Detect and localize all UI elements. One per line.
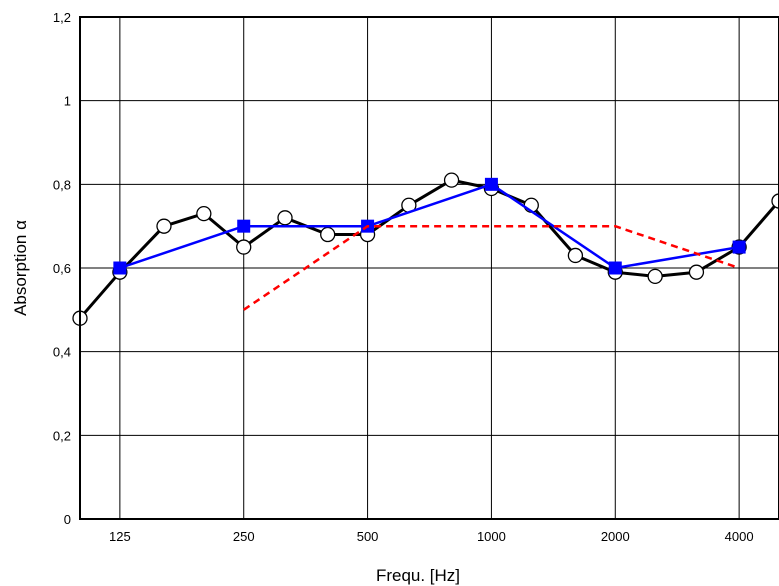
y-tick-label: 0,4 <box>53 345 71 360</box>
y-tick-label: 0,8 <box>53 177 71 192</box>
data-point <box>237 219 251 233</box>
data-point <box>277 210 293 226</box>
data-point <box>647 268 663 285</box>
x-tick-label: 500 <box>357 529 379 544</box>
data-point <box>484 177 498 191</box>
data-point <box>443 172 460 188</box>
x-tick-label: 4000 <box>725 529 754 544</box>
data-point <box>688 264 705 280</box>
x-tick-label: 250 <box>233 529 255 544</box>
y-axis-title: Absorption α <box>11 220 30 316</box>
data-point <box>156 218 172 234</box>
x-axis-title: Frequ. [Hz] <box>376 566 460 585</box>
y-tick-label: 1,2 <box>53 10 71 25</box>
data-point <box>771 193 779 209</box>
series-line <box>119 183 740 270</box>
plot-frame <box>79 16 779 520</box>
y-tick-label: 1 <box>64 94 71 109</box>
data-point <box>113 261 127 275</box>
data-point <box>567 247 584 264</box>
series-line <box>78 178 779 320</box>
series-line <box>243 224 740 311</box>
series-layer <box>72 172 779 326</box>
x-tick-label: 2000 <box>601 529 630 544</box>
data-point <box>236 239 252 255</box>
grid <box>80 17 779 519</box>
plot-border <box>79 16 779 520</box>
tick-labels: 0 0,2 0,4 0,6 0,8 1 1,2 125 250 500 1000 2000 4000 <box>53 10 754 544</box>
data-point <box>732 240 746 254</box>
data-point <box>608 261 622 275</box>
data-point <box>196 205 212 222</box>
reference-series <box>243 224 740 311</box>
y-tick-label: 0,6 <box>53 261 71 276</box>
x-tick-label: 1000 <box>477 529 506 544</box>
data-point <box>320 226 336 243</box>
y-tick-label: 0,2 <box>53 428 71 443</box>
x-tick-label: 125 <box>109 529 131 544</box>
y-tick-label: 0 <box>64 512 71 527</box>
